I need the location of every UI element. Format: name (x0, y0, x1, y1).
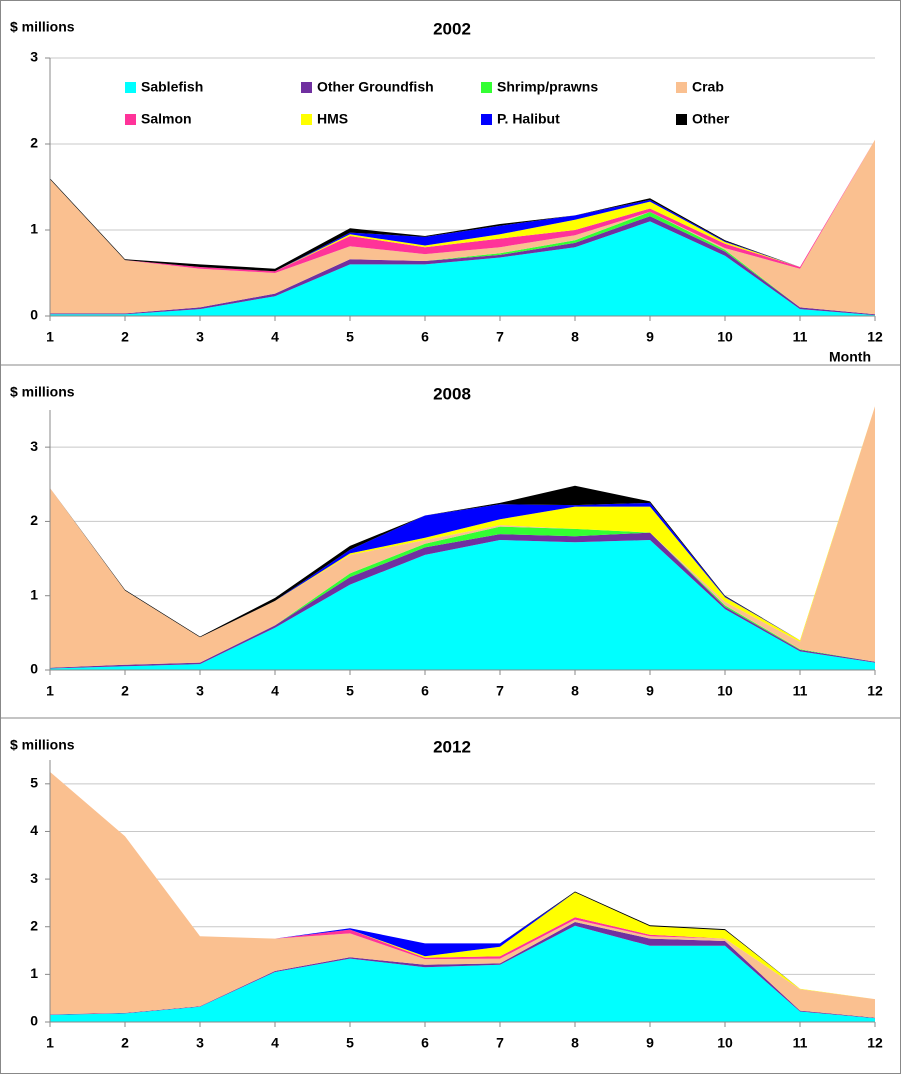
y-tick-label: 2 (30, 917, 38, 933)
area (50, 925, 875, 1022)
x-tick-label: 4 (271, 683, 279, 699)
x-axis-label: Month (829, 349, 871, 365)
legend-swatch (481, 114, 492, 125)
x-tick-label: 2 (121, 1035, 129, 1051)
legend-label: Salmon (141, 111, 192, 127)
y-tick-label: 2 (30, 512, 38, 528)
y-tick-label: 4 (30, 822, 38, 838)
x-tick-label: 3 (196, 1035, 204, 1051)
x-tick-label: 11 (793, 683, 808, 699)
x-tick-label: 9 (646, 1035, 654, 1051)
legend-swatch (125, 82, 136, 93)
x-tick-label: 10 (717, 1035, 733, 1051)
chart-title: 2012 (433, 737, 471, 756)
area (50, 139, 875, 273)
legend-swatch (301, 114, 312, 125)
x-tick-label: 5 (346, 683, 354, 699)
x-tick-label: 8 (571, 683, 579, 699)
legend-swatch (481, 82, 492, 93)
x-tick-label: 10 (717, 329, 733, 345)
area (50, 771, 875, 1000)
legend-swatch (676, 114, 687, 125)
chart-title: 2008 (433, 384, 471, 403)
legend-label: Shrimp/prawns (497, 79, 598, 95)
x-tick-label: 12 (867, 1035, 883, 1051)
legend-swatch (301, 82, 312, 93)
y-tick-label: 0 (30, 307, 38, 323)
x-tick-label: 4 (271, 329, 279, 345)
area (50, 540, 875, 670)
x-tick-label: 12 (867, 683, 883, 699)
x-tick-label: 8 (571, 1035, 579, 1051)
y-tick-label: 3 (30, 438, 38, 454)
area (50, 406, 875, 668)
x-tick-label: 1 (46, 1035, 54, 1051)
x-tick-label: 7 (496, 329, 504, 345)
legend-label: Other (692, 111, 730, 127)
x-tick-label: 2 (121, 329, 129, 345)
area (50, 221, 875, 316)
y-axis-label: $ millions (10, 737, 75, 753)
x-tick-label: 2 (121, 683, 129, 699)
y-tick-label: 2 (30, 135, 38, 151)
legend-label: Other Groundfish (317, 79, 434, 95)
y-tick-label: 1 (30, 586, 38, 602)
legend-label: Crab (692, 79, 724, 95)
legend-label: Sablefish (141, 79, 203, 95)
x-tick-label: 1 (46, 683, 54, 699)
area (50, 139, 875, 315)
y-tick-label: 3 (30, 49, 38, 65)
y-tick-label: 0 (30, 661, 38, 677)
x-tick-label: 6 (421, 683, 429, 699)
y-axis-label: $ millions (10, 19, 75, 35)
x-tick-label: 5 (346, 329, 354, 345)
x-tick-label: 12 (867, 329, 883, 345)
chart-title: 2002 (433, 19, 471, 38)
x-tick-label: 11 (793, 1035, 808, 1051)
x-tick-label: 9 (646, 329, 654, 345)
legend-label: P. Halibut (497, 111, 560, 127)
area (50, 406, 875, 641)
x-tick-label: 8 (571, 329, 579, 345)
x-tick-label: 3 (196, 329, 204, 345)
y-tick-label: 1 (30, 221, 38, 237)
x-tick-label: 7 (496, 683, 504, 699)
x-tick-label: 11 (793, 329, 808, 345)
y-tick-label: 0 (30, 1013, 38, 1029)
x-tick-label: 4 (271, 1035, 279, 1051)
y-axis-label: $ millions (10, 384, 75, 400)
x-tick-label: 6 (421, 329, 429, 345)
x-tick-label: 1 (46, 329, 54, 345)
y-tick-label: 3 (30, 870, 38, 886)
x-tick-label: 7 (496, 1035, 504, 1051)
x-tick-label: 3 (196, 683, 204, 699)
y-tick-label: 5 (30, 775, 38, 791)
x-tick-label: 6 (421, 1035, 429, 1051)
legend-label: HMS (317, 111, 348, 127)
x-tick-label: 5 (346, 1035, 354, 1051)
area (50, 771, 875, 1018)
y-tick-label: 1 (30, 965, 38, 981)
legend-swatch (676, 82, 687, 93)
x-tick-label: 9 (646, 683, 654, 699)
legend-swatch (125, 114, 136, 125)
x-tick-label: 10 (717, 683, 733, 699)
